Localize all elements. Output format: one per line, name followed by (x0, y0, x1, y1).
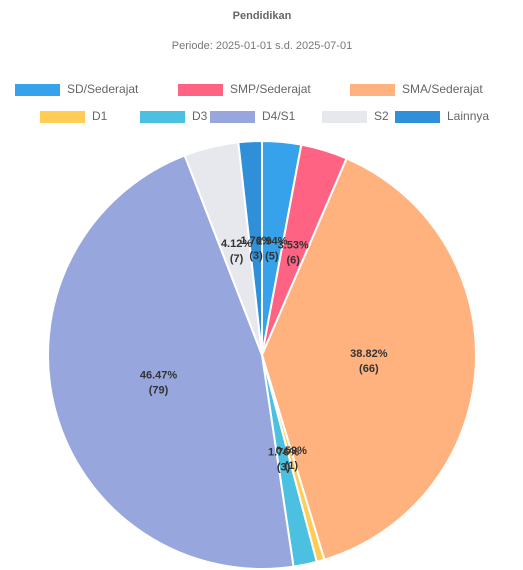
legend-label: SD/Sederajat (67, 82, 139, 96)
legend-label: Lainnya (447, 109, 489, 123)
percent-label: 1.76% (268, 447, 299, 459)
legend-swatch (210, 111, 255, 123)
value-label: (3) (277, 462, 291, 474)
percent-label: 0.59% (276, 445, 307, 457)
percent-label: 4.12% (221, 238, 252, 250)
legend-swatch (350, 84, 395, 96)
value-label: (5) (265, 250, 279, 262)
legend-label: D4/S1 (262, 109, 296, 123)
value-label: (79) (149, 384, 169, 396)
legend-swatch (178, 84, 223, 96)
percent-label: 3.53% (278, 240, 309, 252)
value-label: (66) (359, 363, 379, 375)
legend-label: SMP/Sederajat (230, 82, 311, 96)
value-label: (6) (286, 255, 300, 267)
legend-swatch (140, 111, 185, 123)
pie-slice (237, 139, 263, 356)
legend-swatch (15, 84, 60, 96)
legend-label: D3 (192, 109, 208, 123)
percent-label: 1.76% (240, 235, 271, 247)
legend-swatch (395, 111, 440, 123)
chart-subtitle: Periode: 2025-01-01 s.d. 2025-07-01 (172, 40, 352, 52)
data-labels: 2.94%(5)3.53%(6)38.82%(66)0.59%(1)1.76%(… (140, 235, 388, 474)
pie (47, 139, 477, 570)
pie-slice (260, 157, 477, 561)
value-label: (1) (285, 460, 299, 472)
percent-label: 2.94% (256, 235, 287, 247)
chart-title: Pendidikan (233, 10, 292, 22)
percent-label: 46.47% (140, 369, 178, 381)
value-label: (3) (249, 250, 263, 262)
value-label: (7) (230, 253, 244, 265)
legend-swatch (40, 111, 85, 123)
percent-label: 38.82% (350, 348, 388, 360)
legend-label: D1 (92, 109, 108, 123)
legend-label: S2 (374, 109, 389, 123)
pie-slice (47, 154, 295, 570)
legend-label: SMA/Sederajat (402, 82, 483, 96)
legend: SD/Sederajat SMP/Sederajat SMA/Sederajat D1… (15, 82, 489, 123)
legend-swatch (322, 111, 367, 123)
